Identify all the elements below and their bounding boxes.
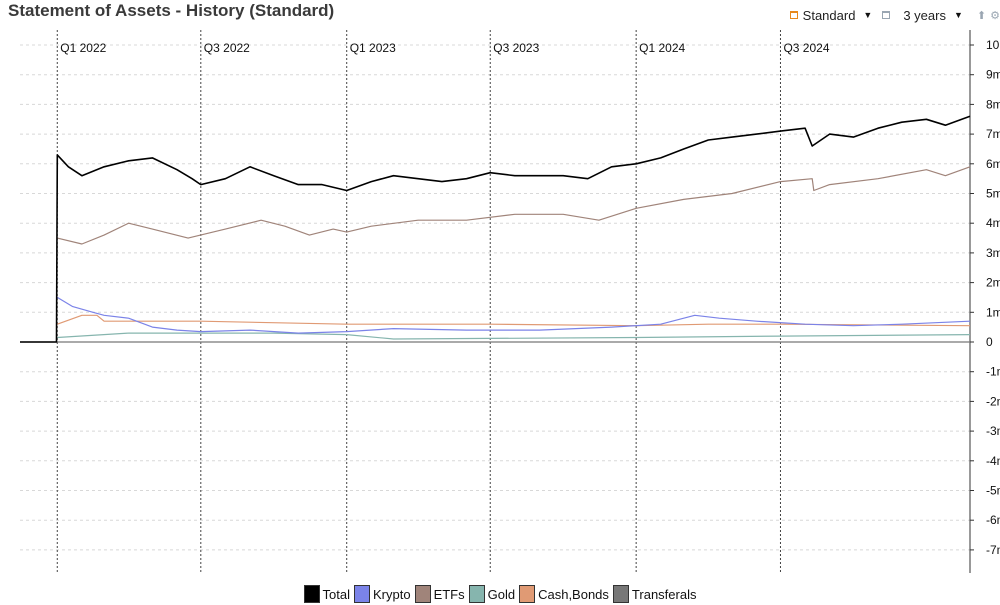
view-select[interactable]: Standard ▼ — [789, 7, 883, 23]
export-icon[interactable]: ⬆ — [976, 9, 987, 22]
legend: Total Krypto ETFs Gold Cash,Bonds Transferals — [0, 583, 1000, 605]
legend-label: Total — [322, 586, 350, 602]
series-line-total — [20, 115, 971, 343]
y-tick-label: -4m — [986, 454, 1000, 468]
legend-swatch — [303, 585, 320, 603]
quarter-label: Q1 2023 — [350, 41, 396, 55]
legend-label: Krypto — [372, 586, 411, 602]
series-line-krypto — [56, 296, 971, 334]
y-tick-label: -2m — [986, 394, 1000, 408]
y-tick-label: -7m — [986, 543, 1000, 557]
y-tick-label: 6m — [986, 157, 1000, 171]
chevron-down-icon: ▼ — [863, 10, 873, 20]
view-select-label: Standard — [802, 7, 856, 23]
y-tick-label: -3m — [986, 424, 1000, 438]
quarter-label: Q3 2022 — [204, 41, 250, 55]
y-tick-label: 8m — [986, 97, 1000, 111]
y-tick-label: 5m — [986, 187, 1000, 201]
y-tick-label: 3m — [986, 246, 1000, 260]
legend-label: Transferals — [631, 586, 697, 602]
y-tick-label: 4m — [986, 216, 1000, 230]
quarter-label: Q3 2023 — [493, 41, 539, 55]
y-tick-label: -5m — [986, 484, 1000, 498]
y-tick-label: 1m — [986, 305, 1000, 319]
quarter-label: Q1 2024 — [639, 41, 685, 55]
y-tick-label: 10 — [986, 38, 1000, 52]
legend-label: Gold — [487, 586, 516, 602]
legend-label: Cash,Bonds — [538, 586, 609, 602]
y-tick-label: 9m — [986, 68, 1000, 82]
calendar-icon — [882, 11, 891, 19]
legend-swatch — [612, 585, 629, 603]
line-chart: 10 9m 8m 7m 6m 5m 4m 3m 2m 1m 0 -1m -2m -3m -4m -5m -6m -… — [20, 30, 1000, 573]
calendar-icon — [789, 11, 798, 19]
legend-swatch — [414, 585, 431, 603]
legend-swatch — [468, 585, 485, 603]
legend-item[interactable]: Transferals — [612, 585, 697, 603]
chevron-down-icon: ▼ — [953, 10, 963, 20]
quarter-label: Q3 2024 — [783, 41, 829, 55]
y-tick-label: 2m — [986, 276, 1000, 290]
period-select[interactable]: 3 years ▼ — [882, 8, 973, 23]
legend-item[interactable]: Krypto — [353, 585, 411, 603]
toolbar: Standard ▼ 3 years ▼ ⬆ ⚙ — [789, 5, 1000, 25]
series-line-gold — [57, 332, 971, 340]
y-tick-label: -1m — [986, 365, 1000, 379]
chart-title: Statement of Assets - History (Standard) — [8, 1, 335, 20]
legend-label: ETFs — [433, 586, 465, 602]
y-tick-label: 0 — [986, 335, 993, 349]
y-tick-label: 7m — [986, 127, 1000, 141]
legend-swatch — [353, 585, 370, 603]
legend-item[interactable]: Total — [303, 585, 350, 603]
series-line-etfs — [57, 166, 971, 245]
gear-icon[interactable]: ⚙ — [990, 9, 1000, 22]
series-line-cash-bonds — [57, 314, 971, 327]
legend-swatch — [519, 585, 536, 603]
y-tick-label: -6m — [986, 513, 1000, 527]
quarter-label: Q1 2022 — [60, 41, 106, 55]
legend-item[interactable]: ETFs — [414, 585, 465, 603]
period-select-label: 3 years — [903, 7, 946, 23]
legend-item[interactable]: Gold — [468, 585, 516, 603]
legend-item[interactable]: Cash,Bonds — [519, 585, 609, 603]
